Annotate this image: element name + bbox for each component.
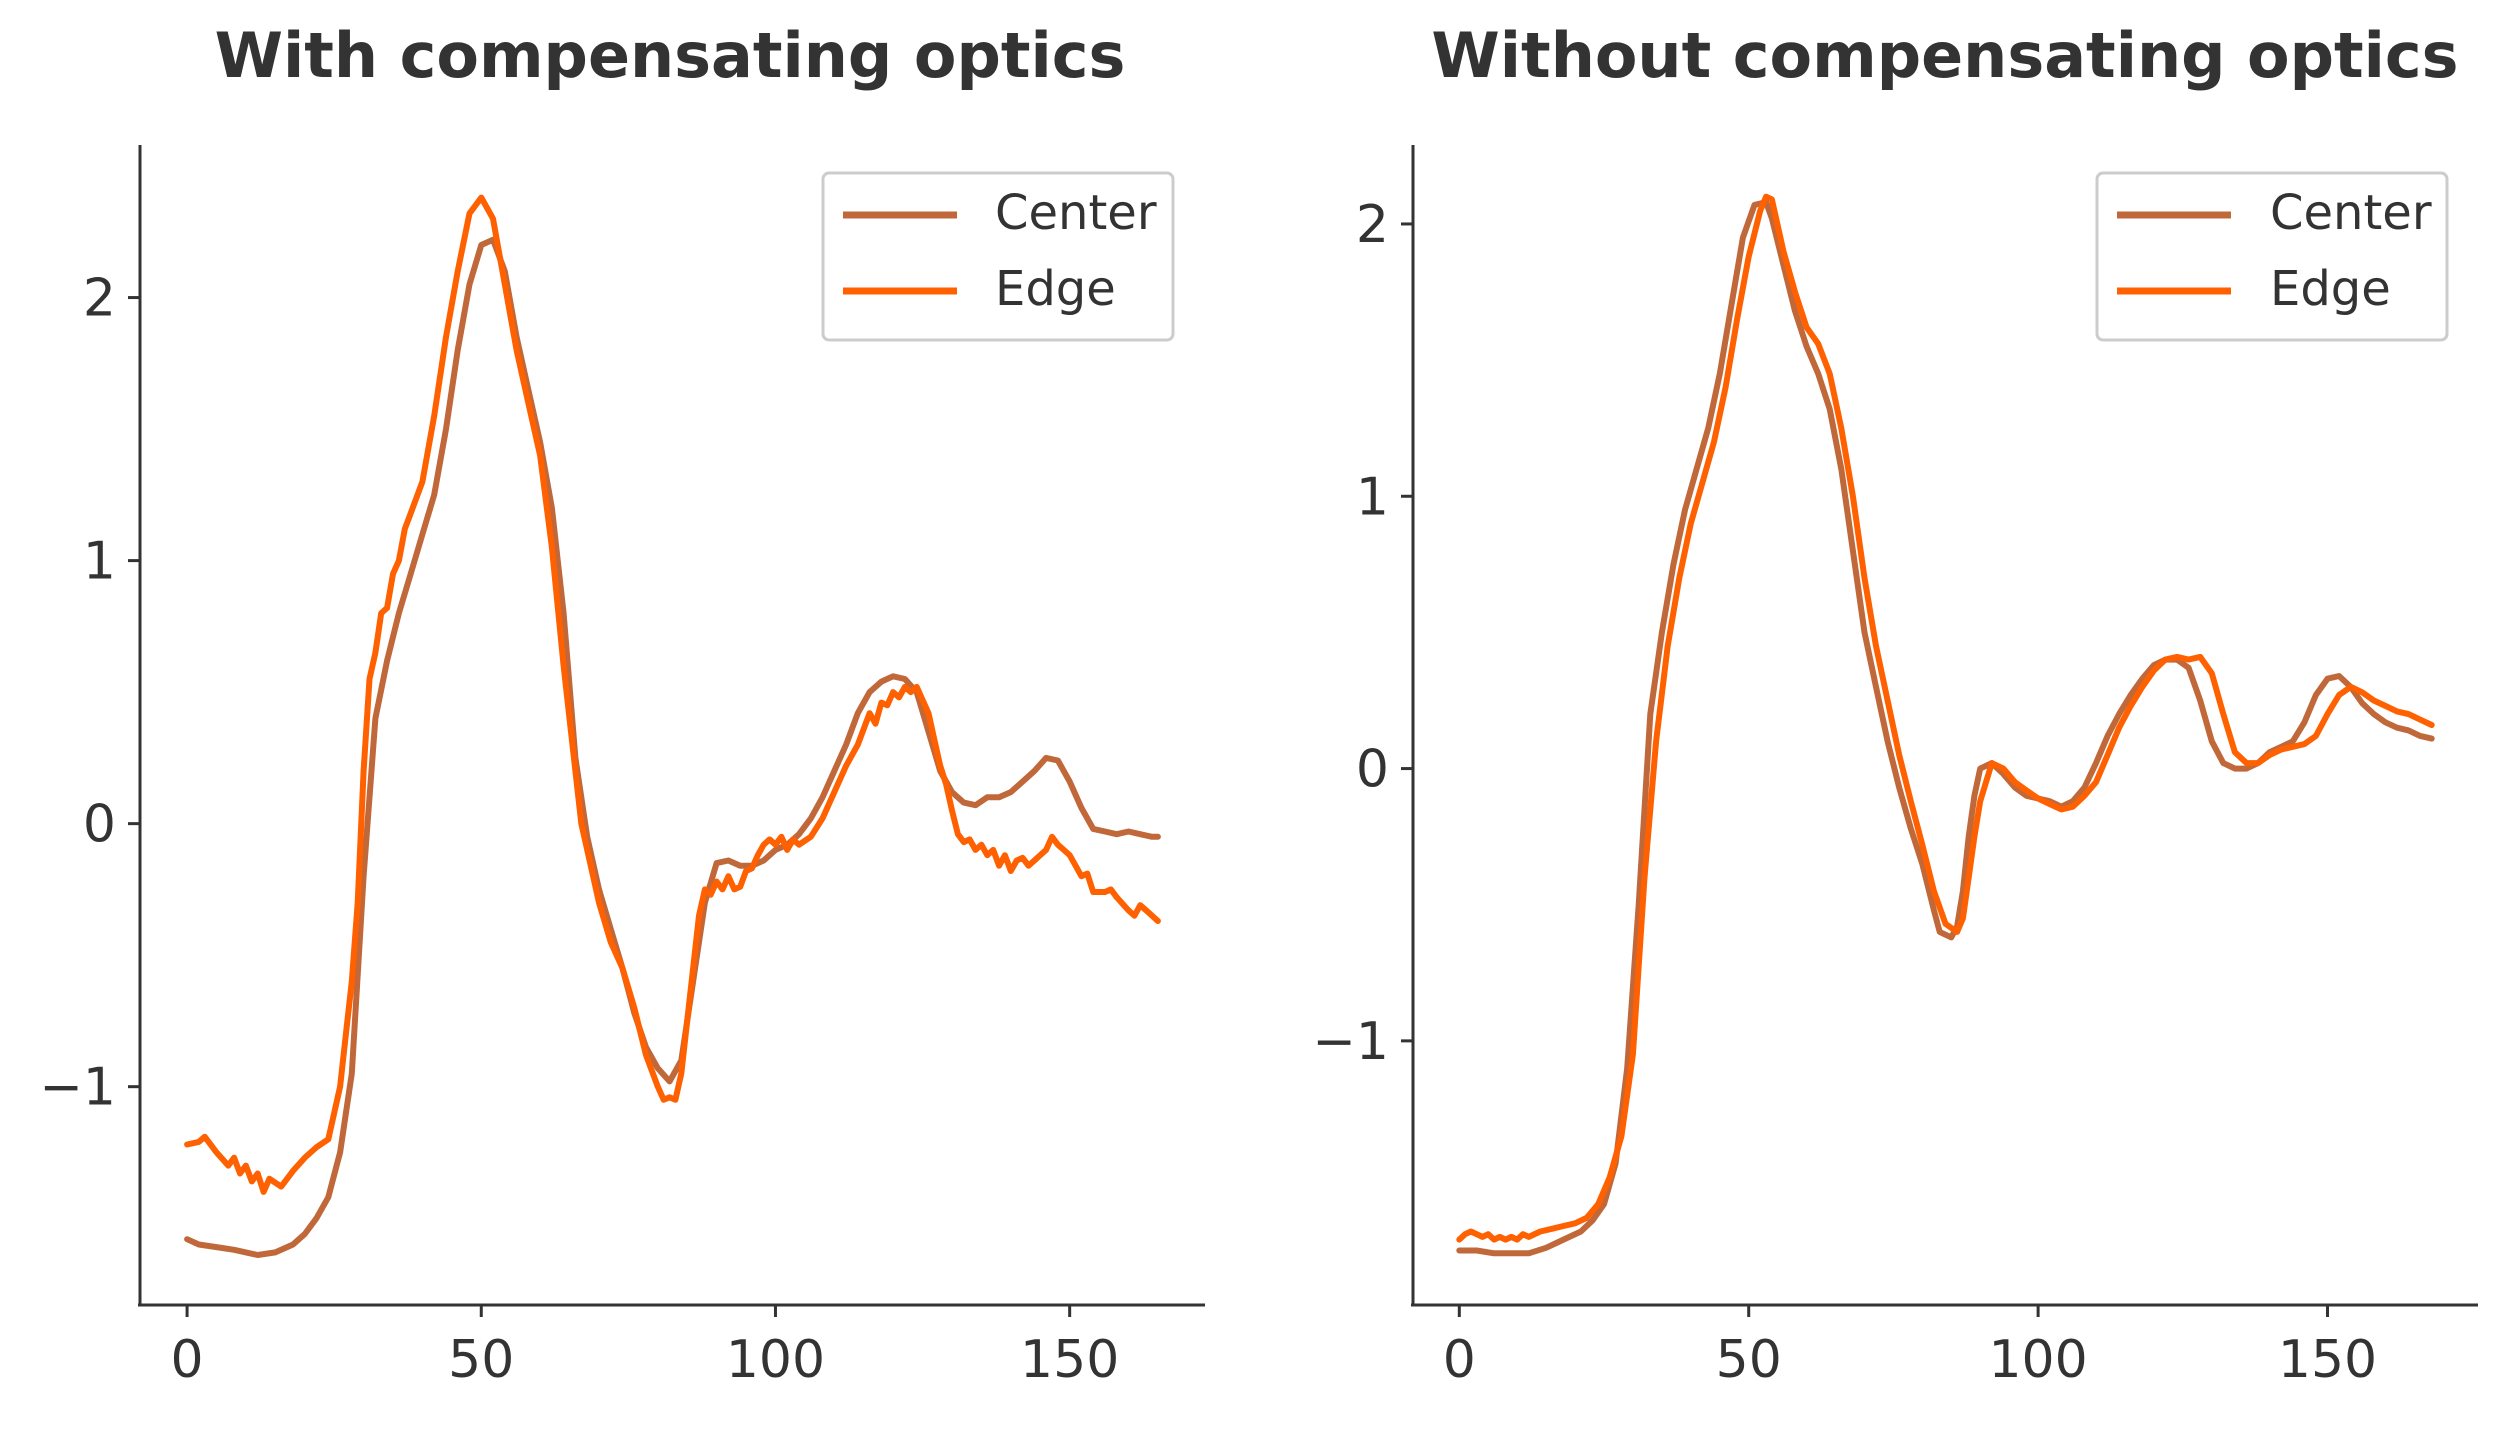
x-tick-label: 0 [1443,1330,1476,1390]
x-tick-label: 100 [726,1330,825,1390]
series-line-edge [1456,193,2435,1243]
y-tick-label: 1 [83,532,116,592]
axis-ticks: 0 50 100 150 −1 0 1 2 [39,269,1119,1390]
series-line-edge [184,194,1161,1195]
y-tick-label: 2 [1356,195,1389,255]
x-tick-label: 50 [448,1330,514,1390]
y-tick-label: −1 [39,1058,116,1118]
legend-label-center: Center [995,185,1157,241]
x-tick-label: 100 [1988,1330,2087,1390]
series-group [1456,193,2435,1257]
chart-panel-with-compensating-optics: With compensating optics 0 50 100 150−1012 … [39,19,1205,1390]
legend: Center Edge [2095,171,2449,342]
legend-label-edge: Edge [2270,261,2391,317]
series-group [184,194,1161,1258]
x-tick-label: 50 [1716,1330,1782,1390]
y-tick-label: 1 [1356,467,1389,527]
y-tick-label: −1 [1312,1012,1389,1072]
x-tick-label: 150 [2278,1330,2377,1390]
legend-label-edge: Edge [995,261,1116,317]
chart-title: Without compensating optics [1431,19,2458,92]
x-tick-label: 150 [1020,1330,1119,1390]
legend-label-center: Center [2270,185,2432,241]
legend: Center Edge [821,171,1175,342]
chart-panel-without-compensating-optics: Without compensating optics 0 50 100 150−10… [1312,19,2478,1390]
chart-title: With compensating optics [215,19,1126,92]
axis-ticks: 0 50 100 150 −1 0 1 2 [1312,195,2377,1390]
y-tick-label: 2 [83,269,116,329]
y-tick-label: 0 [83,795,116,855]
y-tick-label: 0 [1356,740,1389,800]
x-tick-label: 0 [171,1330,204,1390]
